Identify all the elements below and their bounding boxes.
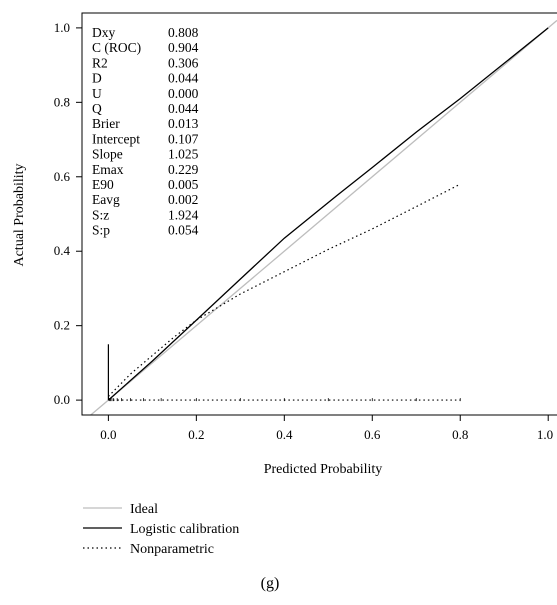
y-tick-label: 0.0 — [54, 392, 70, 407]
stat-value: 0.229 — [168, 162, 199, 177]
figure-caption: (g) — [261, 575, 280, 592]
stat-label: Emax — [92, 162, 124, 177]
stat-value: 1.924 — [168, 207, 199, 222]
stat-value: 0.044 — [168, 101, 199, 116]
x-tick-label: 0.2 — [188, 427, 204, 442]
stat-value: 0.044 — [168, 71, 199, 86]
x-axis-title: Predicted Probability — [264, 462, 383, 477]
stat-value: 1.025 — [168, 147, 199, 162]
y-tick-label: 0.8 — [54, 94, 70, 109]
stat-label: S:p — [92, 223, 110, 238]
plot-frame — [81, 12, 557, 416]
stat-label: Intercept — [92, 131, 140, 146]
stat-label: Dxy — [92, 25, 115, 40]
x-tick-label: 0.8 — [452, 427, 468, 442]
x-tick-label: 0.4 — [276, 427, 293, 442]
y-tick-label: 0.6 — [54, 169, 71, 184]
y-axis-title: Actual Probability — [12, 163, 27, 266]
stat-label: Brier — [92, 116, 120, 131]
y-tick-label: 0.2 — [54, 318, 70, 333]
nonparametric-line — [107, 183, 461, 397]
legend-label-ideal: Ideal — [130, 502, 158, 517]
stat-value: 0.002 — [168, 192, 198, 207]
stat-value: 0.306 — [168, 55, 199, 70]
legend-label-logistic-calibration: Logistic calibration — [130, 522, 239, 537]
stat-value: 0.054 — [168, 223, 199, 238]
stat-value: 0.000 — [168, 86, 199, 101]
stat-label: C (ROC) — [92, 40, 141, 55]
stat-label: D — [92, 71, 102, 86]
stat-label: S:z — [92, 207, 109, 222]
stat-value: 0.808 — [168, 25, 199, 40]
x-tick-label: 0.0 — [100, 427, 116, 442]
logistic-calibration-line — [107, 27, 549, 401]
stat-value: 0.013 — [168, 116, 199, 131]
stat-value: 0.005 — [168, 177, 199, 192]
stat-value: 0.107 — [168, 131, 199, 146]
y-tick-label: 0.4 — [54, 243, 71, 258]
stat-label: U — [92, 86, 102, 101]
legend-label-nonparametric: Nonparametric — [130, 542, 214, 557]
stat-label: Eavg — [92, 192, 120, 207]
x-tick-label: 0.6 — [364, 427, 381, 442]
chart-legend: Ideal Logistic calibration Nonparametric — [83, 502, 239, 557]
stat-label: Q — [92, 101, 102, 116]
y-tick-label: 1.0 — [54, 20, 70, 35]
x-tick-label: 1.0 — [537, 427, 553, 442]
stat-label: R2 — [92, 55, 108, 70]
stat-label: Slope — [92, 147, 123, 162]
stat-label: E90 — [92, 177, 114, 192]
stat-value: 0.904 — [168, 40, 199, 55]
ideal-line — [89, 19, 557, 415]
stats-table: Dxy 0.808 C (ROC) 0.904 R2 0.306 D 0.044 U 0.000 Q… — [92, 25, 199, 238]
